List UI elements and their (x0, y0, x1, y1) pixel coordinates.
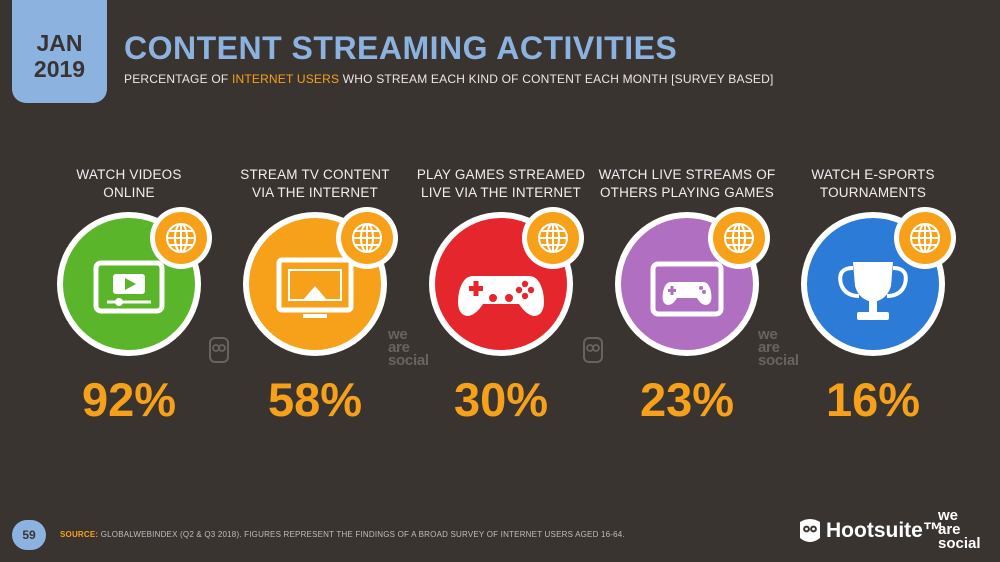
we-are-social-watermark: we are social (758, 326, 799, 369)
page-title: CONTENT STREAMING ACTIVITIES (124, 30, 678, 66)
activity-circle (592, 207, 782, 358)
trophy-icon (838, 262, 908, 320)
activity-value: 92% (81, 373, 177, 426)
activity-value: 16% (825, 373, 921, 426)
date-month: JAN (36, 30, 83, 56)
hootsuite-brand: Hootsuite™ (826, 519, 944, 542)
globe-badge-icon (150, 207, 212, 269)
screen-gamepad-icon (650, 261, 724, 317)
page-number: 59 (12, 520, 46, 550)
tv-airplay-icon (276, 257, 354, 318)
source-note: SOURCE: GLOBALWEBINDEX (Q2 & Q3 2018). F… (60, 530, 625, 539)
activity-label: WATCH VIDEOS ONLINE (76, 167, 182, 200)
activity-item: WATCH E-SPORTS TOURNAMENTS 16% (778, 166, 968, 428)
subtitle-highlight: INTERNET USERS (231, 72, 340, 86)
date-tab: JAN 2019 (12, 0, 107, 103)
activity-value: 58% (267, 373, 363, 426)
activity-item: WATCH VIDEOS ONLINE 92% (34, 166, 224, 428)
hootsuite-watermark-icon (583, 337, 603, 363)
page-subtitle: PERCENTAGE OF INTERNET USERS WHO STREAM … (124, 72, 774, 86)
we-are-social-brand: we are social (938, 507, 981, 552)
activity-value: 30% (453, 373, 549, 426)
activity-circle (220, 207, 410, 358)
activity-label: WATCH LIVE STREAMS OF OTHERS PLAYING GAM… (598, 167, 776, 200)
activity-item: PLAY GAMES STREAMED LIVE VIA THE INTERNE… (406, 166, 596, 428)
activity-item: STREAM TV CONTENT VIA THE INTERNET 58% (220, 166, 410, 428)
activity-label: PLAY GAMES STREAMED LIVE VIA THE INTERNE… (416, 167, 586, 200)
globe-badge-icon (522, 207, 584, 269)
activity-value: 23% (639, 373, 735, 426)
globe-badge-icon (336, 207, 398, 269)
globe-badge-icon (708, 207, 770, 269)
gamepad-icon (458, 276, 544, 316)
hootsuite-watermark-icon (209, 337, 229, 363)
activity-label: WATCH E-SPORTS TOURNAMENTS (811, 167, 935, 200)
activity-circle (34, 207, 224, 358)
activity-circle (406, 207, 596, 358)
hootsuite-logo-icon (800, 519, 820, 542)
video-player-icon (93, 260, 165, 314)
activity-label: STREAM TV CONTENT VIA THE INTERNET (240, 167, 390, 200)
activity-item: WATCH LIVE STREAMS OF OTHERS PLAYING GAM… (592, 166, 782, 428)
date-year: 2019 (33, 56, 86, 82)
we-are-social-watermark: we are social (388, 326, 429, 369)
activity-circle (778, 207, 968, 358)
globe-badge-icon (894, 207, 956, 269)
